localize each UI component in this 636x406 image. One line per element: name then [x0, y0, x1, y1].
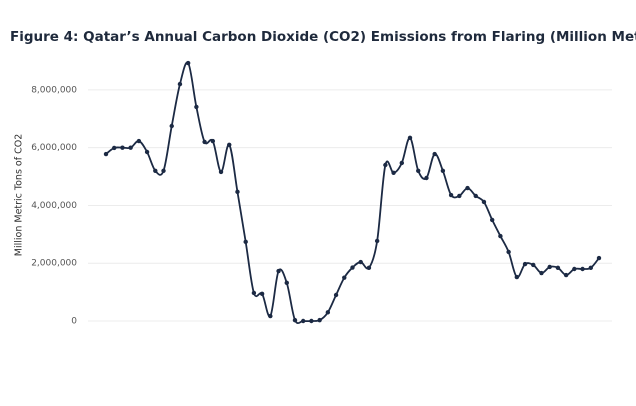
- data-point: [243, 239, 248, 245]
- data-point: [325, 310, 331, 315]
- data-point: [580, 266, 585, 272]
- data-point: [440, 168, 446, 173]
- data-point: [572, 266, 577, 272]
- data-point: [465, 185, 470, 191]
- data-point: [342, 275, 347, 280]
- y-tick-label: 4,000,000: [31, 201, 77, 211]
- data-point: [539, 270, 544, 276]
- data-point: [391, 170, 396, 175]
- data-point: [350, 265, 355, 270]
- data-point: [227, 142, 232, 147]
- data-point: [259, 291, 265, 297]
- data-point: [268, 313, 273, 319]
- data-point: [366, 265, 372, 271]
- y-tick-label: 8,000,000: [31, 85, 77, 95]
- data-point: [112, 145, 117, 151]
- data-point: [120, 145, 125, 150]
- data-point: [103, 151, 109, 157]
- data-point: [317, 317, 322, 323]
- data-point: [588, 265, 593, 271]
- data-point: [547, 264, 552, 270]
- data-point: [489, 217, 495, 223]
- data-point: [481, 199, 487, 205]
- data-point: [276, 268, 281, 274]
- y-axis-label: Million Metric Tons of CO2: [14, 134, 25, 256]
- data-point: [432, 151, 437, 157]
- data-point: [144, 149, 150, 155]
- data-point: [185, 60, 191, 66]
- data-point: [473, 193, 478, 199]
- data-point: [416, 168, 421, 173]
- data-point: [161, 168, 166, 173]
- data-point: [210, 138, 216, 144]
- data-line: [105, 61, 600, 325]
- data-point: [333, 292, 339, 298]
- data-point: [309, 318, 314, 324]
- y-tick-label: 6,000,000: [31, 143, 77, 153]
- data-point: [235, 189, 240, 195]
- data-point: [531, 262, 536, 268]
- data-point: [136, 138, 142, 144]
- data-point: [169, 123, 174, 129]
- data-point: [424, 175, 429, 181]
- data-point: [383, 162, 388, 168]
- data-point: [292, 317, 298, 323]
- data-point: [498, 233, 503, 239]
- data-point: [399, 160, 404, 166]
- data-point: [128, 145, 133, 150]
- data-point: [358, 259, 363, 265]
- data-point: [448, 192, 454, 198]
- data-point: [407, 135, 413, 141]
- data-point: [202, 139, 207, 145]
- chart-title: Figure 4: Qatar’s Annual Carbon Dioxide …: [10, 29, 636, 45]
- data-point: [506, 249, 511, 255]
- data-point: [284, 280, 289, 286]
- data-point: [374, 238, 380, 244]
- data-point: [251, 290, 257, 296]
- data-point: [596, 255, 602, 261]
- data-point: [194, 104, 199, 110]
- data-point: [563, 272, 569, 278]
- data-point: [514, 274, 520, 280]
- data-point: [522, 261, 528, 267]
- data-point: [218, 169, 224, 175]
- y-tick-label: 0: [71, 317, 77, 327]
- data-point: [457, 193, 462, 199]
- data-point: [301, 318, 306, 324]
- y-tick-label: 2,000,000: [31, 259, 77, 269]
- data-point: [153, 168, 158, 173]
- data-point: [555, 265, 561, 271]
- data-point: [177, 81, 183, 87]
